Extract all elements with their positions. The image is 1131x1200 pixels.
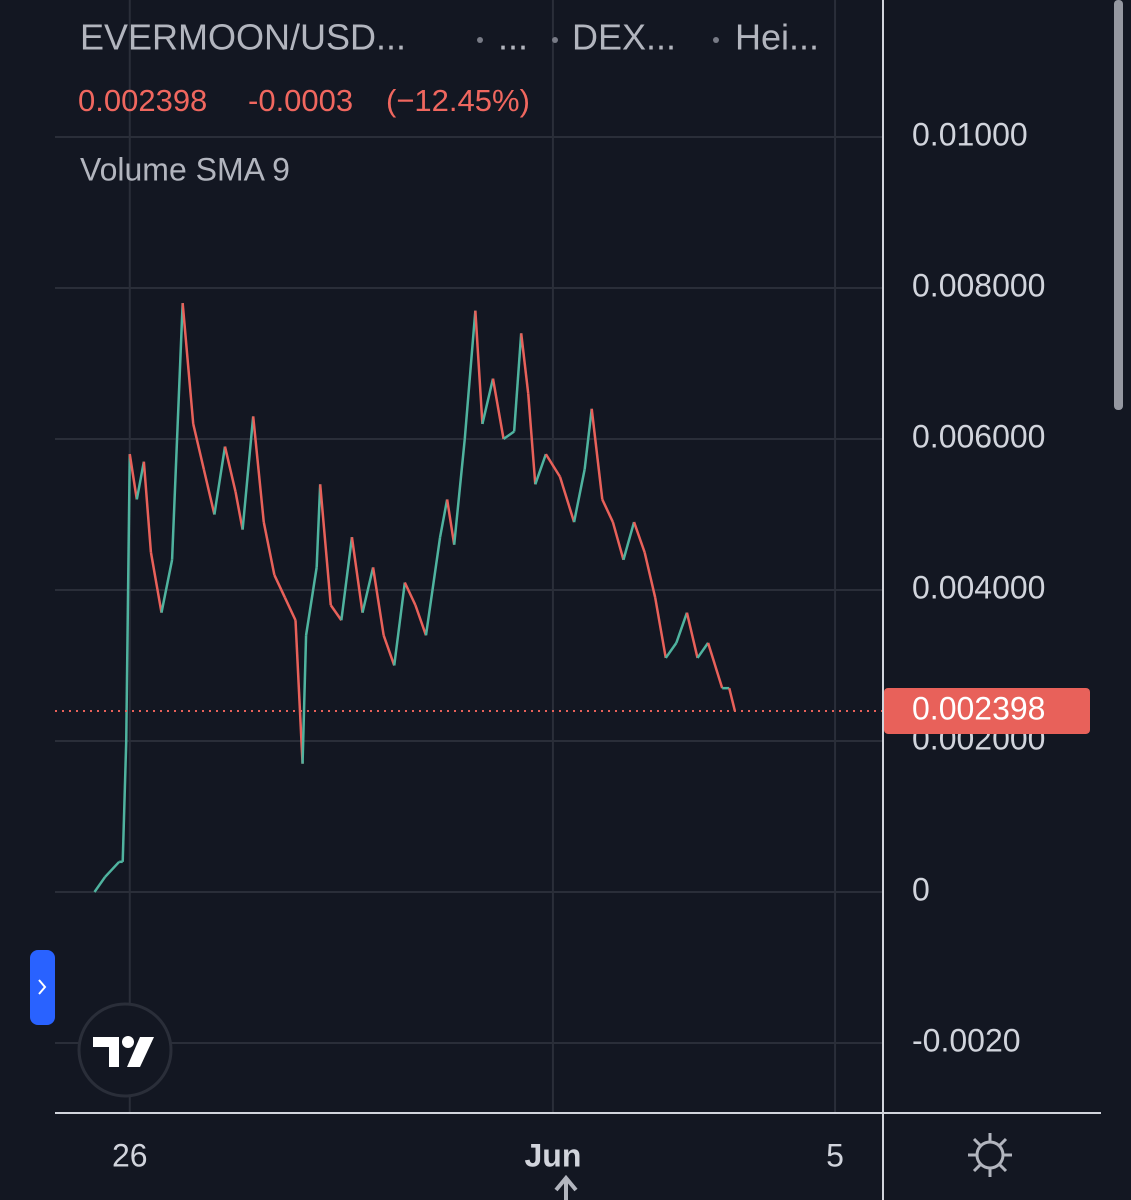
- price-segment: [512, 333, 523, 432]
- price-segment: [251, 416, 266, 523]
- price-segment: [601, 498, 615, 523]
- price-segment: [262, 521, 276, 576]
- y-tick-label: 0.006000: [912, 418, 1045, 454]
- price-segment: [135, 461, 146, 500]
- price-segment: [241, 416, 255, 530]
- price-segment: [544, 453, 562, 478]
- y-tick-label: -0.0020: [912, 1022, 1021, 1058]
- price-segment: [223, 446, 237, 493]
- price-segment: [572, 468, 586, 523]
- scroll-arrow[interactable]: [554, 1174, 578, 1200]
- price-segment: [534, 453, 548, 485]
- last-price-box: [884, 687, 1090, 734]
- price-segment: [526, 393, 537, 485]
- price-segment: [393, 582, 407, 666]
- legend-change: -0.0003: [248, 83, 353, 118]
- price-segment: [361, 567, 375, 613]
- scrollbar[interactable]: [1114, 0, 1123, 410]
- price-segment: [403, 581, 417, 606]
- price-segment: [452, 438, 467, 545]
- price-segment: [519, 333, 530, 394]
- y-tick-label: 0.008000: [912, 267, 1045, 303]
- price-segment: [192, 423, 206, 470]
- price-segment: [622, 521, 636, 561]
- price-segment: [424, 536, 442, 636]
- price-segment: [491, 378, 505, 440]
- price-segment: [706, 642, 724, 689]
- price-segment: [653, 597, 668, 659]
- last-price-label: 0.002398: [912, 690, 1045, 726]
- price-segment: [675, 612, 689, 644]
- y-tick-label: 0: [912, 871, 930, 907]
- price-segment: [170, 303, 184, 560]
- price-segment: [301, 635, 308, 764]
- price-segment: [181, 303, 195, 425]
- price-segment: [340, 537, 354, 621]
- price-segment: [696, 642, 710, 659]
- price-segment: [438, 499, 449, 538]
- price-segment: [558, 476, 576, 523]
- y-tick-label: 0.004000: [912, 569, 1045, 605]
- header-item: ...: [498, 17, 528, 58]
- price-segment: [213, 446, 227, 515]
- price-segment: [481, 378, 495, 425]
- price-segment: [121, 740, 128, 862]
- price-segment: [329, 604, 343, 621]
- price-segment: [643, 551, 657, 598]
- separator: [477, 37, 483, 43]
- price-segment: [590, 408, 604, 500]
- logo: [77, 1002, 173, 1098]
- price-segment: [124, 454, 132, 742]
- price-segment: [304, 567, 318, 636]
- price-segment: [128, 453, 139, 500]
- price-segment: [142, 461, 153, 553]
- price-segment: [664, 642, 678, 659]
- price-segment: [202, 468, 216, 515]
- price-segment: [728, 687, 737, 712]
- legend-change-pct: (−12.45%): [386, 83, 530, 118]
- price-segment: [502, 430, 515, 441]
- price-segment: [583, 408, 593, 470]
- plot: [55, 303, 883, 893]
- legend-price: 0.002398: [78, 83, 207, 118]
- price-segment: [315, 484, 322, 568]
- side-toggle[interactable]: [30, 950, 55, 1025]
- price-segment: [350, 536, 364, 613]
- price-segment: [160, 559, 174, 613]
- header-item: Hei...: [735, 17, 819, 58]
- price-segment: [93, 876, 107, 893]
- x-tick-label: 5: [826, 1137, 844, 1173]
- price-segment: [474, 310, 484, 425]
- separator: [713, 37, 719, 43]
- separator: [552, 37, 558, 43]
- price-segment: [149, 552, 163, 613]
- price-segment: [318, 484, 333, 606]
- y-tick-label: 0.01000: [912, 116, 1028, 152]
- price-segment: [463, 310, 477, 440]
- settings-icon[interactable]: [968, 1133, 1012, 1177]
- indicator-label: Volume SMA 9: [80, 151, 290, 187]
- price-segment: [283, 597, 297, 621]
- price-segment: [273, 574, 287, 599]
- toggle-icon: [38, 979, 47, 995]
- header-item: DEX...: [572, 17, 676, 58]
- price-segment: [445, 499, 456, 545]
- symbol-title: EVERMOON/USD...: [80, 17, 406, 58]
- price-segment: [632, 521, 646, 553]
- price-segment: [414, 604, 428, 636]
- price-segment: [104, 860, 121, 878]
- price-segment: [371, 567, 385, 636]
- x-tick-label: 26: [112, 1137, 148, 1173]
- x-tick-label: Jun: [524, 1137, 581, 1173]
- grid: [55, 0, 883, 1113]
- price-segment: [294, 620, 304, 764]
- price-segment: [685, 612, 699, 659]
- price-segment: [382, 634, 396, 666]
- price-segment: [611, 521, 625, 561]
- price-segment: [234, 491, 244, 530]
